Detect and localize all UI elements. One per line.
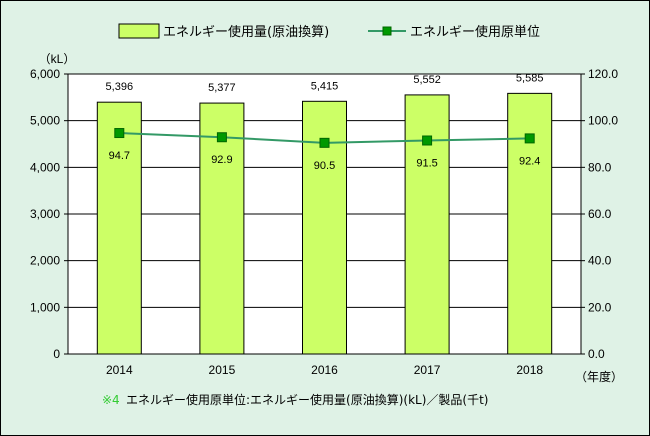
- line-value-label: 94.7: [109, 150, 130, 162]
- x-axis-tick-label: 2018: [516, 363, 543, 377]
- legend-line-label: エネルギー使用原単位: [410, 24, 540, 40]
- line-value-label: 91.5: [416, 158, 437, 170]
- left-axis-tick-label: 3,000: [30, 207, 60, 221]
- bar-value-label: 5,377: [208, 82, 236, 94]
- left-axis-tick-label: 1,000: [30, 300, 60, 314]
- line-value-label: 92.9: [211, 154, 232, 166]
- legend-line-marker: [382, 26, 392, 36]
- line-marker: [422, 135, 433, 146]
- legend-bar-label: エネルギー使用量(原油換算): [163, 24, 329, 40]
- right-axis-tick-label: 0.0: [588, 347, 605, 361]
- left-axis-tick-label: 0: [53, 347, 60, 361]
- x-axis-tick-label: 2016: [311, 363, 338, 377]
- line-marker: [114, 128, 125, 139]
- left-axis-unit: （kL）: [39, 52, 76, 66]
- bar-value-label: 5,415: [311, 80, 339, 92]
- right-axis-tick-label: 80.0: [588, 160, 612, 174]
- footnote-text: エネルギー使用原単位:エネルギー使用量(原油換算)(kL)／製品(千t): [126, 392, 488, 407]
- bar: [199, 102, 245, 355]
- bar-value-label: 5,396: [106, 81, 134, 93]
- line-marker: [524, 133, 535, 144]
- bar: [96, 101, 142, 355]
- right-axis-tick-label: 20.0: [588, 300, 612, 314]
- right-axis-tick-label: 60.0: [588, 207, 612, 221]
- line-marker: [216, 132, 227, 143]
- bar-value-label: 5,585: [516, 72, 544, 84]
- x-axis-tick-label: 2015: [209, 363, 236, 377]
- x-axis-unit: （年度）: [575, 369, 623, 384]
- left-axis-tick-label: 4,000: [30, 160, 60, 174]
- bar: [404, 94, 450, 355]
- footnote-marker: ※4: [102, 393, 120, 407]
- line-value-label: 92.4: [519, 155, 540, 167]
- line-marker: [319, 137, 330, 148]
- x-axis-tick-label: 2014: [106, 363, 133, 377]
- left-axis-tick-label: 5,000: [30, 114, 60, 128]
- bar-value-label: 5,552: [413, 74, 441, 86]
- right-axis-tick-label: 120.0: [588, 67, 618, 81]
- x-axis-tick-label: 2017: [414, 363, 441, 377]
- right-axis-tick-label: 100.0: [588, 114, 618, 128]
- left-axis-tick-label: 6,000: [30, 67, 60, 81]
- bar: [507, 92, 553, 355]
- legend-bar-swatch: [118, 23, 160, 39]
- right-axis-tick-label: 40.0: [588, 254, 612, 268]
- line-value-label: 90.5: [314, 160, 335, 172]
- left-axis-tick-label: 2,000: [30, 254, 60, 268]
